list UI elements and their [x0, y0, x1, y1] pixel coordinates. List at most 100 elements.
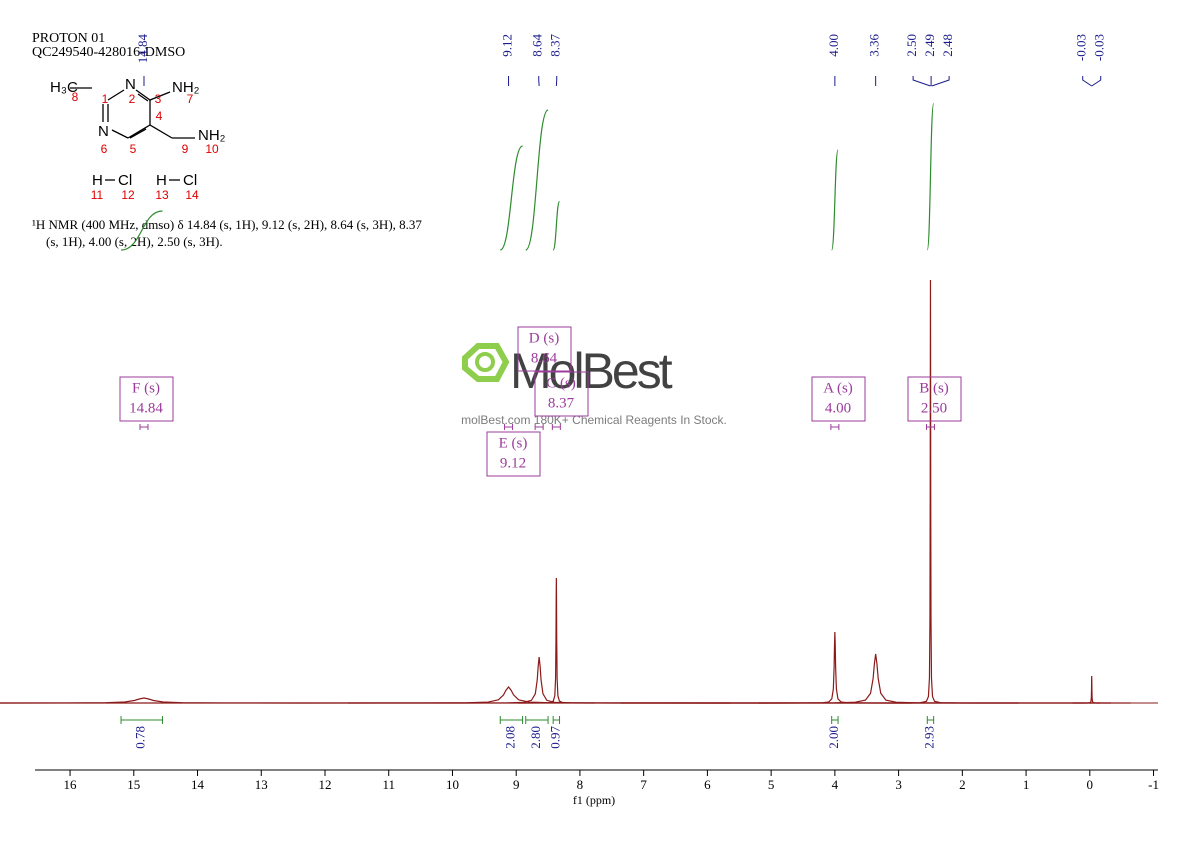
peak: [620, 653, 1131, 704]
logo: [475, 352, 495, 372]
atom-number: 6: [101, 142, 108, 156]
peak-label: 2.50: [904, 34, 919, 57]
atom: H₃C: [50, 79, 78, 96]
x-tick-label: 9: [513, 777, 520, 792]
multiplet-box: [517, 326, 572, 372]
multiplet-name: F (s): [132, 380, 160, 396]
peak-label: 3.36: [867, 34, 882, 57]
atom: N: [98, 123, 109, 140]
peak: [518, 577, 595, 704]
atom: N: [125, 76, 136, 93]
x-tick-label: -1: [1148, 777, 1159, 792]
atom-number: 5: [130, 142, 137, 156]
x-tick-label: 14: [191, 777, 205, 792]
chart-subtitle: QC249540-428016-DMSO: [32, 45, 185, 60]
structure-bonds: [70, 87, 195, 181]
atom: Cl: [183, 172, 197, 189]
integral-curve: [831, 149, 839, 251]
atom-number: 13: [155, 188, 169, 202]
atom-number: 7: [187, 92, 194, 106]
multiplet-box: [534, 371, 589, 417]
atom-number: 2: [129, 92, 136, 106]
x-tick-label: 15: [127, 777, 140, 792]
multiplet-name: C (s): [546, 375, 576, 391]
integral-curve: [499, 145, 524, 251]
multiplet-mark: [925, 424, 935, 430]
x-tick-label: 6: [704, 777, 711, 792]
nmr-text: (s, 1H), 4.00 (s, 2H), 2.50 (s, 3H).: [46, 234, 223, 249]
x-tick-label: 13: [255, 777, 268, 792]
peak-leader: [1082, 76, 1092, 87]
atom: NH₂: [198, 127, 226, 144]
multiplet-name: E (s): [499, 435, 528, 451]
peak-label: -0.03: [1074, 34, 1089, 61]
x-tick-label: 4: [832, 777, 839, 792]
structure: H₃C N NH₂ N NH₂ H Cl H Cl: [50, 76, 226, 189]
multiplet-name: B (s): [919, 380, 949, 396]
logo: [462, 343, 510, 382]
integral-bracket: [552, 716, 561, 724]
integral-label: 2.80: [528, 726, 543, 749]
multiplet-box: [811, 376, 866, 422]
peak-label: -0.03: [1092, 34, 1107, 61]
atom-number: 12: [121, 188, 135, 202]
atom: NH₂: [172, 79, 200, 96]
x-tick-label: 16: [64, 777, 78, 792]
peak-label: 2.49: [922, 34, 937, 57]
atom: H: [156, 172, 167, 189]
integral-label: 2.00: [826, 726, 841, 749]
peak-label: 9.12: [500, 34, 515, 57]
x-tick-label: 12: [318, 777, 331, 792]
peak-label: 4.00: [826, 34, 841, 57]
x-tick-label: 0: [1087, 777, 1094, 792]
integral-bracket: [499, 716, 524, 724]
multiplet-label: 9.12: [500, 455, 526, 471]
multiplet-label: 4.00: [825, 400, 851, 416]
atom-number: 11: [91, 188, 104, 202]
atom-number: 9: [182, 142, 189, 156]
atom-number: 4: [156, 109, 163, 123]
multiplet-mark: [830, 424, 840, 430]
integral-label: 2.08: [502, 726, 517, 749]
x-tick-label: 10: [446, 777, 459, 792]
nmr-text: ¹H NMR (400 MHz, dmso) δ 14.84 (s, 1H), …: [32, 217, 422, 232]
multiplet-mark: [551, 424, 561, 430]
x-tick-label: 3: [895, 777, 902, 792]
integral-label: 0.97: [547, 726, 562, 749]
integral-label: 0.78: [133, 726, 148, 749]
multiplet-mark: [139, 424, 149, 430]
multiplet-box: [486, 431, 541, 477]
atom: H: [92, 172, 103, 189]
integral-bracket: [926, 716, 935, 724]
x-tick-label: 1: [1023, 777, 1030, 792]
peak-label: 8.64: [530, 34, 545, 57]
chart-title: PROTON 01: [32, 31, 105, 46]
peak-label: 2.48: [940, 34, 955, 57]
x-tick-label: 11: [382, 777, 395, 792]
multiplet-label: 8.64: [531, 350, 558, 366]
x-tick-label: 7: [640, 777, 647, 792]
atom-number: 14: [185, 188, 199, 202]
atom-number: 3: [155, 92, 162, 106]
peak-leader: [1091, 76, 1102, 87]
peak: [904, 279, 956, 704]
multiplet-name: A (s): [823, 380, 853, 396]
integral-curve: [926, 102, 935, 251]
multiplet-mark: [504, 424, 514, 430]
multiplet-label: 8.37: [548, 395, 575, 411]
multiplet-box: [119, 376, 174, 422]
integral-label: 2.93: [921, 726, 936, 749]
x-axis-label: f1 (ppm): [573, 793, 615, 807]
multiplet-mark: [534, 424, 544, 430]
atom-number: 8: [72, 90, 79, 104]
x-tick-label: 2: [959, 777, 966, 792]
watermark-text: molBest.com 180K+ Chemical Reagents In S…: [461, 413, 727, 427]
peak-label: 8.37: [548, 34, 563, 57]
multiplet-name: D (s): [529, 330, 559, 346]
x-tick-label: 8: [577, 777, 584, 792]
x-tick-label: 5: [768, 777, 775, 792]
integral-bracket: [831, 716, 839, 724]
